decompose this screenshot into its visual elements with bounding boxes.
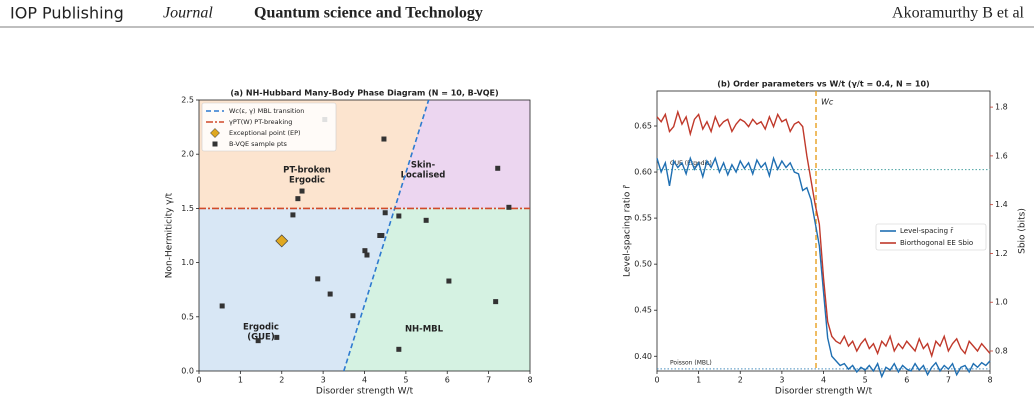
y-tick-label: 0.0: [181, 367, 194, 376]
sample-point: [219, 303, 225, 309]
y-tick-label: 1.5: [181, 204, 194, 213]
legend-label: Wc(ε, γ) MBL transition: [229, 107, 304, 115]
y-tick-label: 0.45: [634, 306, 652, 315]
y-tick-label: 0.40: [634, 352, 652, 361]
x-tick-label: 6: [904, 376, 909, 385]
ep-marker: [210, 128, 220, 138]
x-tick-label: 5: [863, 376, 868, 385]
data-line: [656, 109, 991, 359]
legend-label: γPT(W) PT-breaking: [229, 118, 292, 126]
reference-label: GUE (Ergodic): [670, 160, 712, 167]
y-tick-label: 2.0: [181, 150, 194, 159]
sample-point: [381, 136, 387, 142]
y-tick-label: 2.5: [181, 96, 194, 105]
phase-region: [343, 208, 530, 371]
sample-point: [212, 141, 218, 147]
sample-point: [274, 334, 280, 340]
sample-point: [362, 248, 368, 254]
y-tick-label: 0.55: [634, 214, 652, 223]
y-tick-label: 0.5: [181, 312, 194, 321]
y2-tick-label: 1.8: [995, 103, 1008, 112]
y-tick-label: 0.50: [634, 260, 652, 269]
y-tick-label: 0.65: [634, 122, 652, 131]
x-tick-label: 8: [527, 376, 532, 385]
region-label: Ergodic: [243, 323, 279, 333]
x-tick-label: 8: [987, 376, 992, 385]
phase-region: [199, 208, 395, 371]
legend-label: Biorthogonal EE Sbio: [900, 239, 973, 247]
sample-point: [290, 212, 296, 218]
region-label: PT-broken: [283, 166, 331, 176]
x-tick-label: 0: [654, 376, 659, 385]
sample-point: [299, 188, 305, 194]
y-axis-label: Level-spacing ratio r̄: [623, 184, 633, 277]
sample-point: [446, 278, 452, 284]
sample-point: [327, 291, 333, 297]
x-tick-label: 1: [696, 376, 701, 385]
region-label: NH-MBL: [405, 325, 444, 335]
x-tick-label: 4: [821, 376, 826, 385]
sample-point: [396, 213, 402, 219]
y2-axis-label: Sbio (bits): [1018, 208, 1028, 254]
sample-point: [382, 210, 388, 216]
sample-point: [506, 204, 512, 210]
reference-label: Poisson (MBL): [670, 359, 712, 366]
x-tick-label: 3: [321, 376, 326, 385]
x-tick-label: 3: [779, 376, 784, 385]
x-axis-label: Disorder strength W/t: [775, 387, 873, 397]
x-tick-label: 7: [486, 376, 491, 385]
sample-point: [295, 196, 301, 202]
y2-tick-label: 1.4: [995, 200, 1008, 209]
critical-label: Wc: [821, 98, 834, 107]
sample-point: [396, 346, 402, 352]
y-tick-label: 0.60: [634, 168, 652, 177]
sample-point: [379, 233, 385, 238]
x-tick-label: 6: [445, 376, 450, 385]
region-label: (GUE): [247, 333, 275, 343]
sample-point: [493, 299, 499, 305]
boundary-line: [343, 99, 430, 372]
x-tick-label: 1: [238, 376, 243, 385]
y2-tick-label: 1.2: [995, 249, 1008, 258]
x-tick-label: 5: [403, 376, 408, 385]
y-axis-label: Non-Hermiticity γ/t: [165, 192, 175, 278]
legend-label: B-VQE sample pts: [229, 140, 288, 148]
x-tick-label: 2: [738, 376, 743, 385]
x-tick-label: 7: [946, 376, 951, 385]
publisher: IOP Publishing: [10, 4, 124, 23]
y-tick-label: 1.0: [181, 258, 194, 267]
region-label: Localised: [401, 171, 446, 181]
chart-title: (a) NH-Hubbard Many-Body Phase Diagram (…: [230, 89, 498, 98]
region-label: Skin-: [411, 161, 436, 171]
sample-point: [495, 165, 501, 171]
sample-point: [350, 313, 356, 319]
legend-box: [875, 223, 987, 251]
phase-region: [394, 100, 530, 209]
x-axis-label: Disorder strength W/t: [316, 387, 414, 397]
ep-marker: [275, 234, 289, 248]
sample-point: [364, 252, 370, 258]
region-label: Ergodic: [289, 176, 325, 186]
authors: Akoramurthy B et al: [892, 5, 1025, 22]
data-line: [656, 155, 991, 379]
y2-tick-label: 0.8: [995, 347, 1008, 356]
x-tick-label: 0: [196, 376, 201, 385]
chart-title: (b) Order parameters vs W/t (γ/t = 0.4, …: [717, 80, 929, 89]
y2-tick-label: 1.6: [995, 151, 1008, 160]
sample-point: [255, 338, 261, 344]
sample-point: [315, 276, 321, 282]
sample-point: [423, 217, 429, 223]
legend-label: Exceptional point (EP): [229, 129, 301, 137]
legend-box: [201, 102, 337, 152]
legend-label: Level-spacing r̄: [900, 227, 954, 235]
y2-tick-label: 1.0: [995, 298, 1008, 307]
x-tick-label: 4: [362, 376, 367, 385]
journal-title: Quantum science and Technology: [254, 5, 483, 22]
x-tick-label: 2: [279, 376, 284, 385]
journal: Journal: [163, 5, 213, 22]
